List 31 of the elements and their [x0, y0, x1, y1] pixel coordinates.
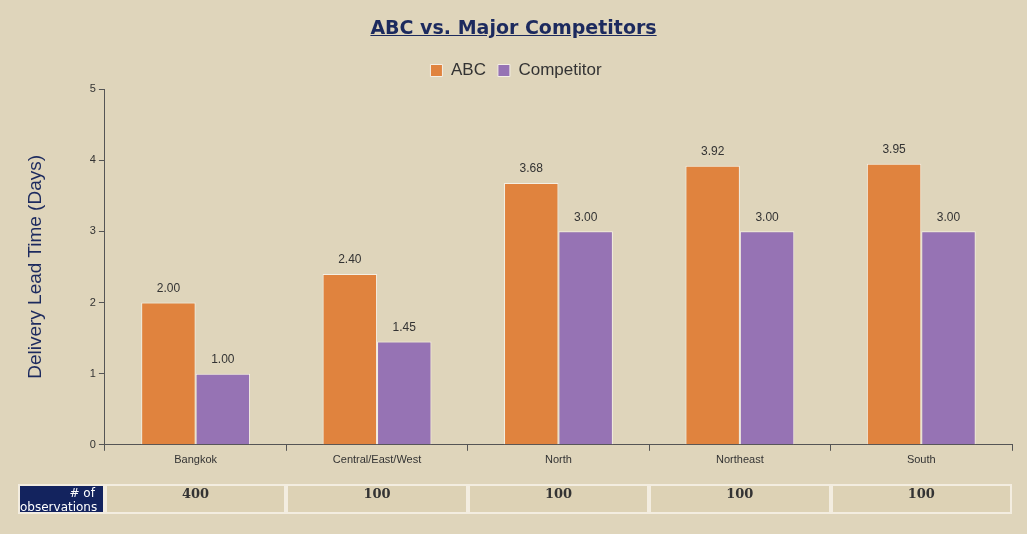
x-tick-label: Northeast — [716, 453, 764, 466]
data-label: 1.00 — [211, 351, 235, 366]
text: # of observations — [18, 484, 105, 514]
text: 100 — [649, 484, 831, 514]
data-label: 2.00 — [156, 280, 181, 295]
y-tick-label: 1 — [89, 366, 96, 379]
y-tick-label: 5 — [89, 82, 96, 95]
x-tick-label: South — [906, 453, 936, 466]
x-tick-label: Bangkok — [174, 453, 218, 466]
chart-title: ABC vs. Major Competitors — [369, 16, 658, 38]
y-tick-label: 2 — [89, 295, 96, 308]
x-tick-label: North — [545, 453, 572, 466]
data-label: 3.95 — [882, 142, 907, 157]
y-tick-label: 4 — [89, 153, 96, 166]
x-tick-label: Central/East/West — [332, 453, 422, 466]
legend-label: ABC — [450, 60, 486, 80]
text: 100 — [830, 484, 1012, 514]
data-label: 2.40 — [338, 252, 362, 267]
text: 100 — [467, 484, 650, 514]
data-label: 3.00 — [755, 209, 780, 224]
legend-label: Competitor — [518, 60, 602, 80]
y-tick-label: 3 — [89, 224, 96, 237]
text: 400 — [104, 484, 287, 514]
data-label: 3.92 — [700, 144, 725, 159]
y-axis-title: Delivery Lead Time (Days) — [23, 154, 45, 379]
y-tick-label: 0 — [89, 437, 96, 450]
text: 100 — [286, 484, 468, 514]
data-label: 3.68 — [519, 161, 544, 176]
data-label: 3.00 — [936, 209, 961, 224]
data-label: 3.00 — [573, 209, 598, 224]
data-label: 1.45 — [392, 319, 417, 334]
